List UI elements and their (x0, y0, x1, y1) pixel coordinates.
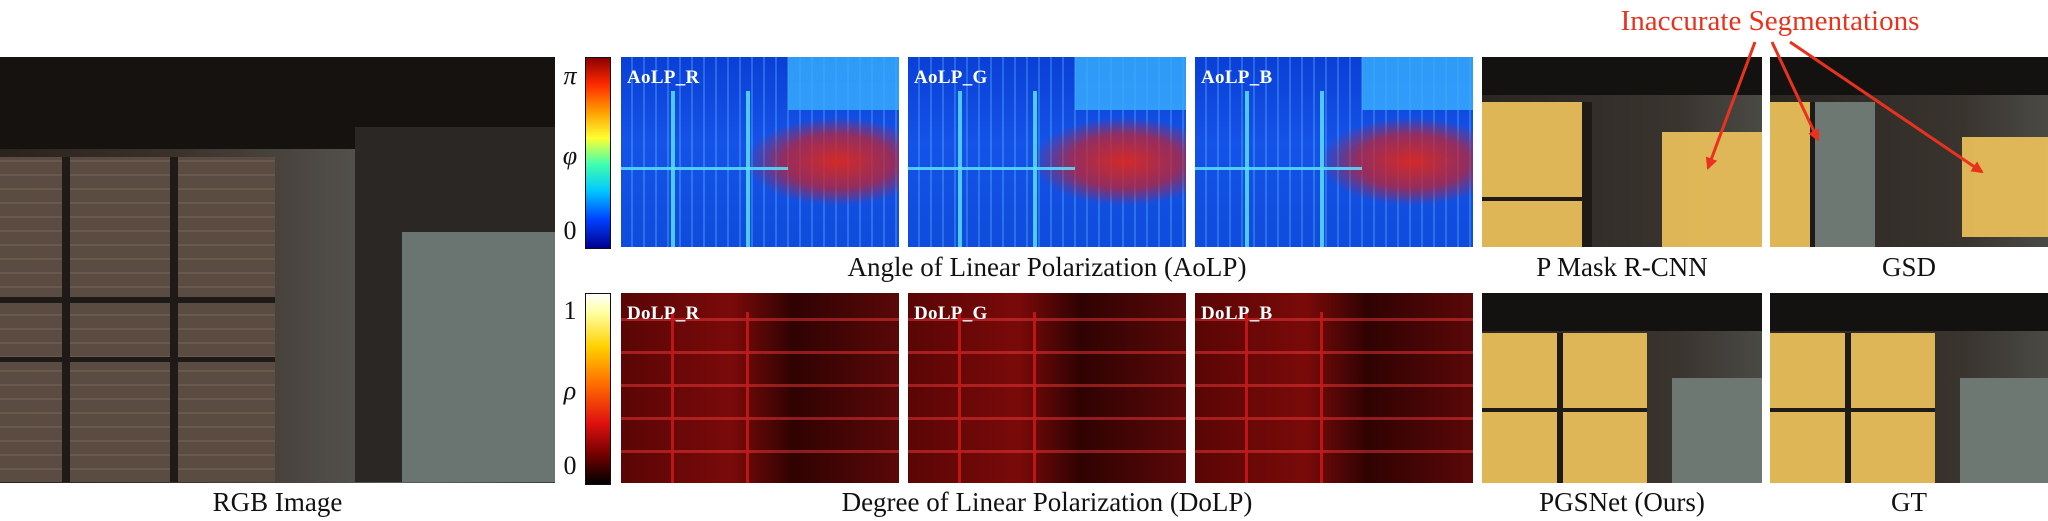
pmask-caption: P Mask R-CNN (1536, 252, 1708, 282)
dolp-r-tag: DoLP_R (627, 303, 700, 324)
pmask-rcnn-panel (1482, 57, 1762, 247)
aolp-caption: Angle of Linear Polarization (AoLP) (847, 252, 1247, 282)
seg-mullion (1582, 102, 1592, 247)
seg-ceiling (1770, 293, 2048, 331)
aolp-b-tag: AoLP_B (1201, 67, 1273, 88)
rgb-room (402, 232, 555, 482)
seg-ceiling (1482, 293, 1762, 331)
aolp-b-panel: AoLP_B (1195, 57, 1473, 247)
pgsnet-panel (1482, 293, 1762, 483)
rgb-mullion (0, 297, 275, 303)
seg-mullion (1482, 197, 1592, 201)
segmentation-overlay (1662, 132, 1762, 247)
rgb-mullion (0, 357, 275, 362)
aolp-colorbar-top-label: π (563, 61, 577, 90)
gsd-caption: GSD (1881, 252, 1936, 282)
gt-panel (1770, 293, 2048, 483)
dolp-colorbar-top-label: 1 (563, 296, 577, 325)
seg-ceiling (1770, 57, 2048, 95)
aolp-stripe (1195, 167, 1362, 171)
rgb-image (0, 57, 555, 483)
aolp-stripe (908, 167, 1075, 171)
seg-room (1672, 378, 1762, 483)
segmentation-overlay (1482, 102, 1582, 247)
aolp-colorbar (585, 57, 611, 249)
aolp-colorbar-bottom-label: 0 (563, 216, 577, 245)
pgsnet-caption: PGSNet (Ours) (1539, 487, 1705, 517)
aolp-colorbar-mid-label: φ (562, 141, 578, 170)
aolp-band (1361, 57, 1473, 111)
dolp-b-tag: DoLP_B (1201, 303, 1273, 324)
rgb-mullion (170, 157, 178, 482)
inaccurate-segmentations-label: Inaccurate Segmentations (1620, 5, 1920, 37)
seg-mullion (1482, 408, 1647, 412)
rgb-mullion (62, 157, 70, 482)
rgb-caption: RGB Image (212, 487, 343, 517)
dolp-colorbar-mid-label: ρ (563, 376, 577, 405)
seg-mullion (1810, 102, 1815, 247)
dolp-b-panel: DoLP_B (1195, 293, 1473, 483)
gsd-panel (1770, 57, 2048, 247)
dolp-stripe (746, 312, 750, 483)
aolp-r-tag: AoLP_R (627, 67, 700, 88)
aolp-g-tag: AoLP_G (914, 67, 988, 88)
arrow-to-gsd-left (1770, 41, 1820, 142)
seg-ceiling (1482, 57, 1762, 95)
gt-caption: GT (1891, 487, 1927, 517)
dolp-r-panel: DoLP_R (621, 293, 899, 483)
dolp-g-tag: DoLP_G (914, 303, 988, 324)
dolp-stripe (671, 312, 675, 483)
aolp-band (787, 57, 899, 111)
dolp-caption: Degree of Linear Polarization (DoLP) (841, 487, 1253, 517)
seg-room (1815, 102, 1875, 247)
aolp-stripe (621, 167, 788, 171)
dolp-stripe (1320, 312, 1324, 483)
aolp-g-panel: AoLP_G (908, 57, 1186, 247)
dolp-stripe (1245, 312, 1249, 483)
arrow-to-gsd-right (1789, 40, 1984, 174)
seg-room (1960, 378, 2048, 483)
rgb-window-region (0, 157, 275, 482)
dolp-stripe (958, 312, 962, 483)
dolp-g-panel: DoLP_G (908, 293, 1186, 483)
dolp-colorbar-bottom-label: 0 (563, 451, 577, 480)
segmentation-overlay (1770, 102, 1810, 247)
segmentation-overlay (1962, 137, 2048, 237)
seg-mullion (1770, 408, 1935, 412)
dolp-stripe (1033, 312, 1037, 483)
dolp-colorbar (585, 293, 611, 485)
arrow-to-pmask (1705, 41, 1757, 170)
aolp-band (1074, 57, 1186, 111)
aolp-r-panel: AoLP_R (621, 57, 899, 247)
